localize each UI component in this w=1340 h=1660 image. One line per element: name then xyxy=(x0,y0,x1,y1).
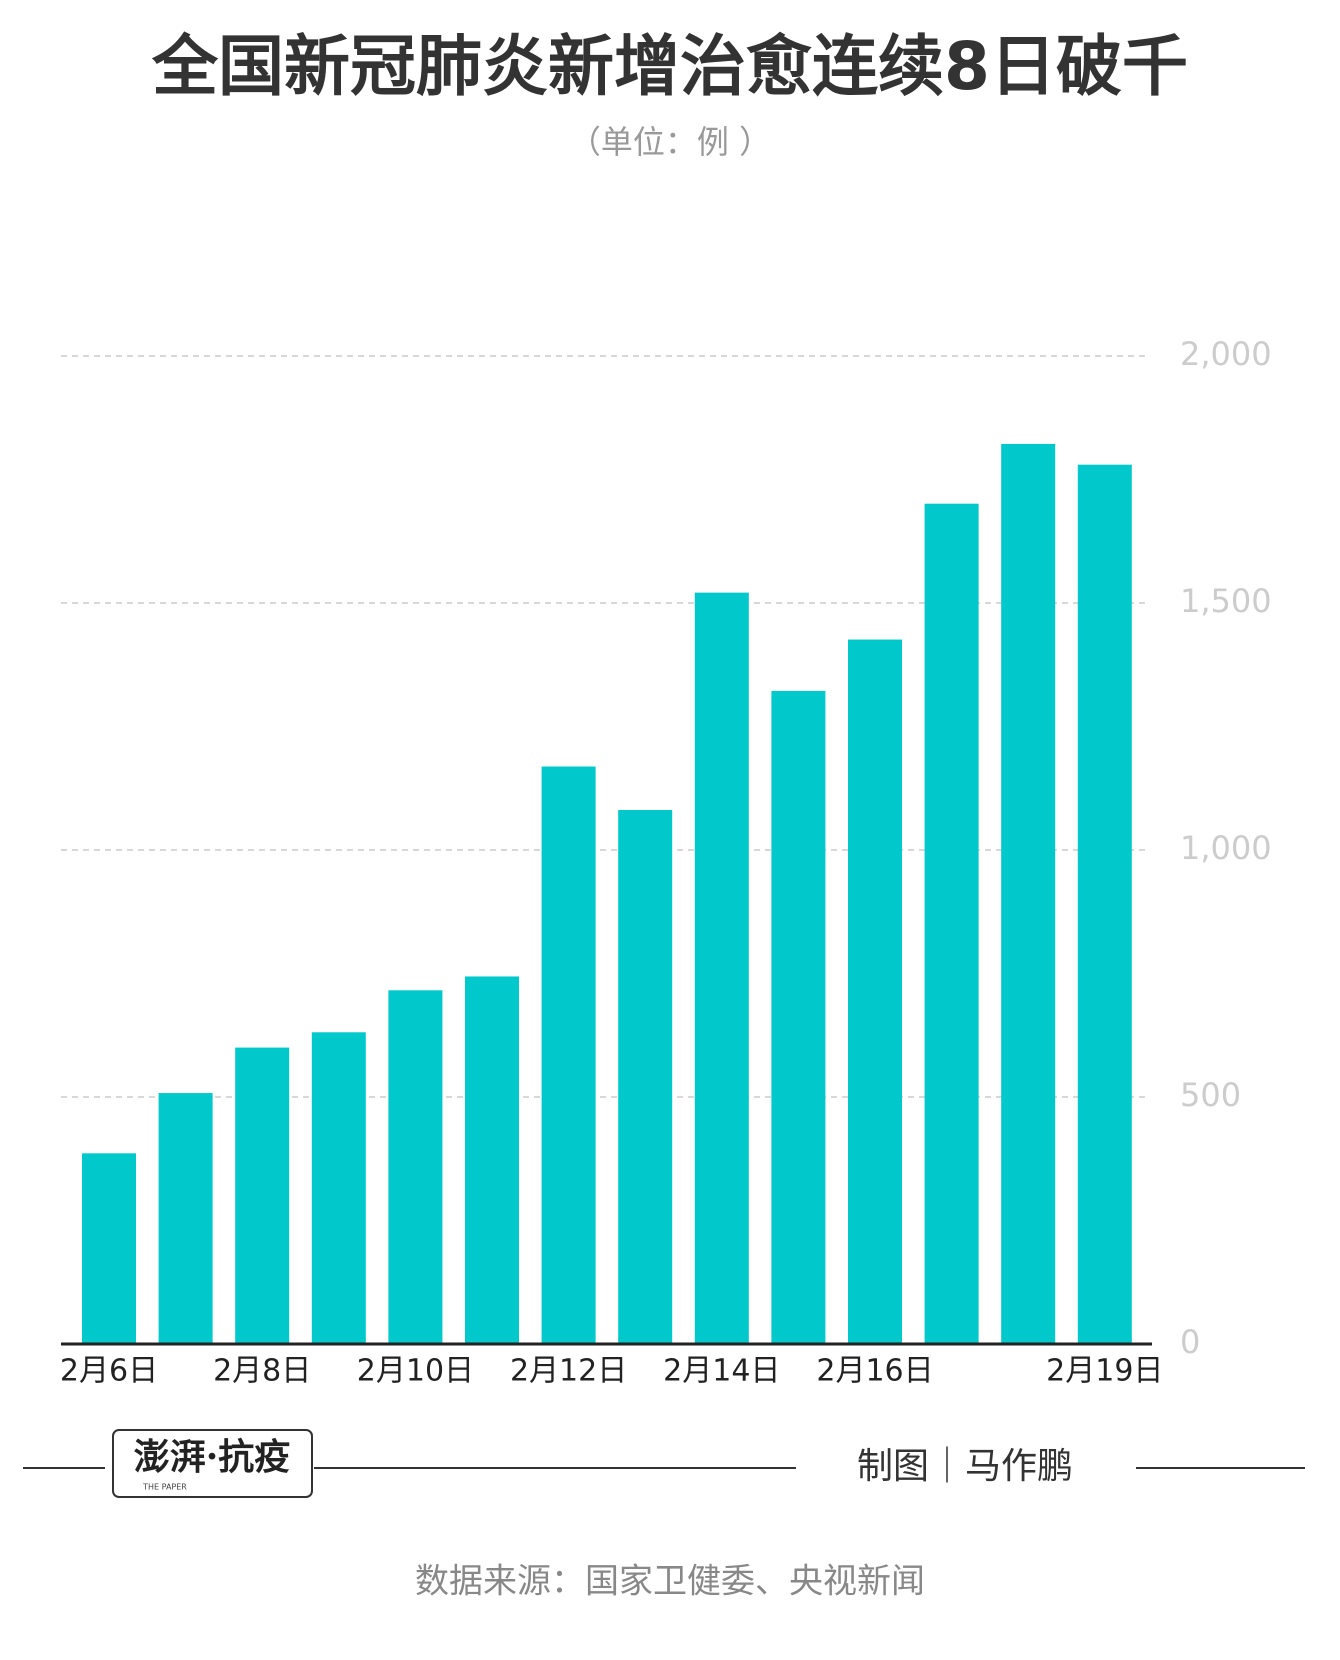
bar xyxy=(235,1047,290,1344)
x-tick-label: 2月14日 xyxy=(663,1354,780,1389)
credit: 制图｜马作鹏 xyxy=(857,1446,1073,1487)
bar xyxy=(311,1032,366,1344)
x-tick-label: 2月12日 xyxy=(510,1354,627,1389)
y-tick-label: 500 xyxy=(1180,1076,1241,1114)
x-tick-label: 2月10日 xyxy=(357,1354,474,1389)
x-tick-label: 2月16日 xyxy=(816,1354,933,1389)
bar xyxy=(924,503,979,1344)
chart-title: 全国新冠肺炎新增治愈连续8日破千 xyxy=(151,28,1188,105)
bar xyxy=(694,592,749,1344)
bar xyxy=(388,990,443,1344)
bar xyxy=(618,809,673,1344)
chart-subtitle: （单位：例 ） xyxy=(569,123,771,161)
y-tick-label: 1,000 xyxy=(1180,829,1272,867)
bar xyxy=(1001,443,1056,1344)
logo-box xyxy=(112,1429,313,1498)
bar xyxy=(1077,464,1132,1344)
bar xyxy=(82,1153,136,1344)
bar xyxy=(541,766,596,1344)
x-tick-label: 2月19日 xyxy=(1046,1354,1163,1389)
bar xyxy=(465,976,519,1344)
logo: 澎湃·抗疫 xyxy=(134,1436,291,1478)
source: 数据来源：国家卫健委、央视新闻 xyxy=(415,1562,925,1602)
y-tick-label: 0 xyxy=(1180,1323,1200,1361)
x-tick-label: 2月8日 xyxy=(213,1354,311,1389)
logo-sub: THE PAPER xyxy=(142,1483,187,1492)
bar xyxy=(771,690,826,1344)
y-tick-label: 1,500 xyxy=(1180,582,1272,620)
y-tick-label: 2,000 xyxy=(1180,335,1272,373)
bar xyxy=(848,639,902,1344)
bar xyxy=(158,1093,213,1344)
x-tick-label: 2月6日 xyxy=(60,1354,158,1389)
